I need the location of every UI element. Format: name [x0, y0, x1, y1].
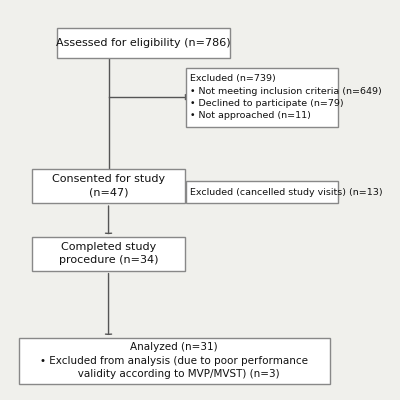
FancyBboxPatch shape	[32, 169, 184, 203]
FancyBboxPatch shape	[186, 181, 338, 203]
FancyBboxPatch shape	[57, 28, 230, 58]
FancyBboxPatch shape	[32, 237, 184, 270]
Text: Assessed for eligibility (n=786): Assessed for eligibility (n=786)	[56, 38, 230, 48]
FancyBboxPatch shape	[186, 68, 338, 126]
FancyBboxPatch shape	[19, 338, 330, 384]
Text: Excluded (n=739)
• Not meeting inclusion criteria (n=649)
• Declined to particip: Excluded (n=739) • Not meeting inclusion…	[190, 74, 382, 120]
Text: Analyzed (n=31)
• Excluded from analysis (due to poor performance
   validity ac: Analyzed (n=31) • Excluded from analysis…	[40, 342, 308, 380]
Text: Excluded (cancelled study visits) (n=13): Excluded (cancelled study visits) (n=13)	[190, 188, 382, 197]
Text: Consented for study
(n=47): Consented for study (n=47)	[52, 174, 165, 198]
Text: Completed study
procedure (n=34): Completed study procedure (n=34)	[59, 242, 158, 266]
